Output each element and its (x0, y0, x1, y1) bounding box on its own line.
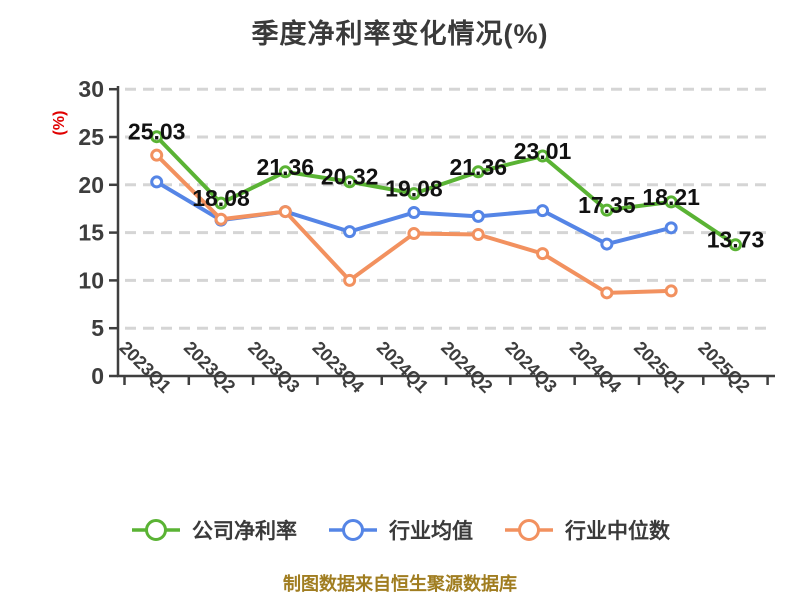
svg-text:2023Q3: 2023Q3 (244, 337, 303, 396)
svg-text:13.73: 13.73 (707, 227, 765, 253)
y-axis-tick-labels: 0 5 10 15 20 25 30 (78, 76, 104, 389)
svg-text:30: 30 (78, 76, 104, 102)
data-source-note: 制图数据来自恒生聚源数据库 (283, 574, 517, 594)
svg-text:2023Q4: 2023Q4 (309, 337, 368, 396)
svg-text:2024Q2: 2024Q2 (437, 337, 496, 396)
svg-text:2023Q2: 2023Q2 (180, 337, 239, 396)
svg-text:2024Q3: 2024Q3 (501, 337, 560, 396)
svg-text:21.36: 21.36 (449, 154, 507, 180)
svg-text:0: 0 (91, 363, 104, 389)
chart-legend: 公司净利率 行业均值 行业中位数 (0, 515, 800, 545)
legend-label-2: 行业中位数 (565, 520, 670, 543)
legend-label-0: 公司净利率 (192, 520, 297, 543)
series-markers-0 (150, 130, 742, 252)
svg-text:23.01: 23.01 (514, 138, 572, 164)
svg-text:2024Q1: 2024Q1 (373, 337, 432, 396)
y-axis-ticks (109, 87, 118, 378)
svg-text:2025Q1: 2025Q1 (630, 337, 689, 396)
svg-text:21.36: 21.36 (257, 154, 315, 180)
series-line-0 (154, 134, 738, 247)
svg-text:2023Q1: 2023Q1 (116, 337, 175, 396)
legend-label-1: 行业均值 (389, 520, 473, 543)
legend-item-2: 行业中位数 (503, 515, 670, 545)
x-axis-tick-labels: 2023Q1 2023Q2 2023Q3 2023Q4 2024Q1 2024Q2 2024… (116, 337, 754, 396)
svg-text:10: 10 (78, 267, 104, 293)
svg-text:5: 5 (91, 315, 104, 341)
chart-title: 季度净利率变化情况(%) (251, 19, 549, 49)
svg-text:20: 20 (78, 172, 104, 198)
svg-text:2025Q2: 2025Q2 (694, 337, 753, 396)
legend-marker-icon-1 (329, 519, 377, 541)
legend-item-0: 公司净利率 (130, 515, 297, 545)
svg-text:19.08: 19.08 (385, 176, 443, 202)
svg-text:17.35: 17.35 (578, 192, 636, 218)
legend-marker-icon-0 (132, 519, 180, 541)
svg-text:2024Q4: 2024Q4 (566, 337, 625, 396)
legend-marker-icon-2 (505, 519, 553, 541)
svg-text:15: 15 (78, 220, 104, 246)
svg-text:25: 25 (78, 124, 104, 150)
svg-text:18.08: 18.08 (192, 185, 250, 211)
svg-text:18.21: 18.21 (642, 184, 700, 210)
x-axis-ticks (123, 376, 769, 385)
series-markers-2 (150, 148, 678, 300)
svg-text:20.32: 20.32 (321, 164, 379, 190)
svg-text:25.03: 25.03 (128, 119, 186, 145)
legend-item-1: 行业均值 (327, 515, 473, 545)
